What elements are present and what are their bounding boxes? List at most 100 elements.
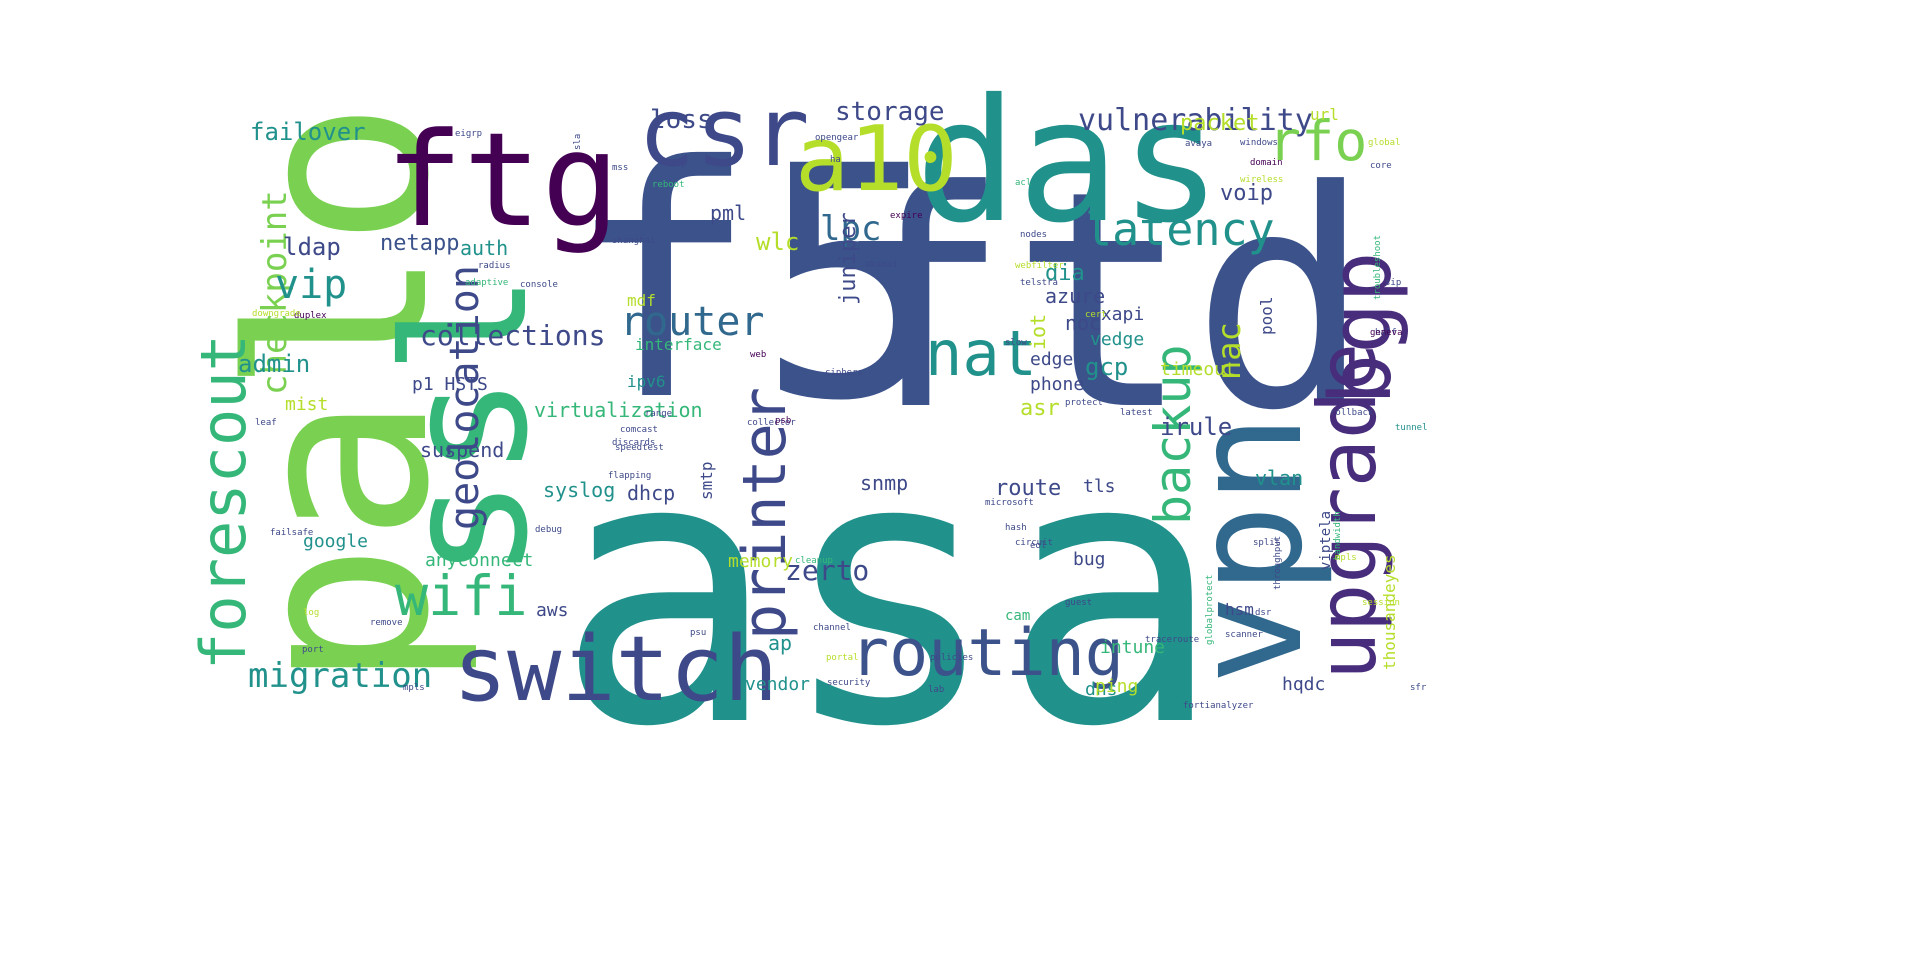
cloud-word-11: bgp [1312, 251, 1411, 405]
cloud-word-91: console [520, 280, 558, 290]
cloud-word-58: dhcp [627, 481, 675, 505]
cloud-word-89: duplex [294, 311, 327, 321]
cloud-word-151: sip [1385, 278, 1401, 288]
cloud-word-77: ipv6 [627, 372, 666, 391]
cloud-word-68: ap [768, 631, 792, 655]
cloud-word-83: thousandeyes [1380, 554, 1399, 670]
cloud-word-2: ftd [830, 127, 1372, 476]
cloud-word-149: eol [1030, 541, 1046, 551]
cloud-word-63: bug [1073, 549, 1106, 570]
cloud-word-117: portal [826, 653, 859, 663]
cloud-word-118: channel [813, 623, 851, 633]
cloud-word-61: tls [1083, 476, 1116, 497]
cloud-word-108: webfilter [1015, 261, 1064, 271]
cloud-word-129: acl [1015, 178, 1031, 188]
cloud-word-69: vendor [745, 674, 810, 695]
cloud-word-35: zerto [785, 554, 869, 587]
cloud-word-97: fortianalyzer [1183, 701, 1254, 711]
cloud-word-24: migration [248, 656, 432, 696]
cloud-word-128: range [645, 409, 672, 419]
cloud-word-44: pml [710, 201, 746, 225]
cloud-word-94: speedtest [615, 443, 664, 453]
cloud-word-67: aws [536, 600, 569, 621]
cloud-word-101: rollback [1330, 408, 1374, 418]
cloud-word-104: wireless [1240, 175, 1283, 185]
cloud-word-6: vpn [1162, 414, 1336, 685]
cloud-word-60: route [995, 476, 1061, 501]
cloud-word-33: netapp [380, 231, 459, 256]
cloud-word-156: mpls [1335, 553, 1357, 563]
cloud-word-158: sfr [1410, 683, 1427, 693]
cloud-word-76: p1 HSTS [412, 374, 488, 395]
cloud-word-47: noc [1065, 311, 1101, 335]
cloud-word-37: wlc [756, 228, 799, 256]
cloud-word-147: dsr [1255, 608, 1272, 618]
cloud-word-26: lpc [820, 209, 881, 249]
cloud-word-148: psu [690, 628, 706, 638]
cloud-word-133: avaya [1185, 139, 1212, 149]
cloud-word-134: policies [930, 653, 973, 663]
cloud-word-106: microsoft [985, 498, 1034, 508]
cloud-word-40: voip [1220, 181, 1273, 206]
cloud-word-95: flapping [608, 471, 651, 481]
cloud-word-154: mss [612, 163, 628, 173]
cloud-word-46: azure [1045, 284, 1105, 308]
cloud-word-87: radius [478, 261, 511, 271]
cloud-word-138: nodes [1020, 230, 1047, 240]
cloud-word-124: circuit [1015, 538, 1053, 548]
cloud-word-22: router [620, 299, 765, 345]
cloud-word-29: collections [420, 319, 605, 352]
cloud-word-114: comcast [620, 425, 658, 435]
cloud-word-50: iot [1026, 314, 1050, 350]
cloud-word-1: f5 [565, 99, 950, 471]
cloud-word-84: viptela [1318, 511, 1334, 570]
cloud-word-85: cam [1005, 608, 1030, 624]
cloud-word-150: web [750, 350, 766, 360]
cloud-word-121: remove [370, 618, 403, 628]
cloud-word-56: suspend [420, 438, 504, 462]
cloud-word-62: vlan [1255, 466, 1303, 490]
cloud-word-4: ssl [368, 273, 566, 580]
cloud-word-157: eigrp [455, 129, 482, 139]
cloud-word-137: latest [1120, 408, 1153, 418]
cloud-word-93: discards [612, 438, 655, 448]
cloud-word-42: juniper [836, 212, 861, 305]
cloud-word-143: lab [928, 685, 944, 695]
cloud-word-127: split [1253, 538, 1280, 548]
cloud-word-30: storage [835, 97, 945, 127]
cloud-word-17: rfo [1268, 109, 1367, 173]
cloud-word-136: slow [1005, 338, 1027, 348]
cloud-word-144: log [303, 608, 319, 618]
cloud-word-54: timeout [1160, 359, 1236, 380]
cloud-word-74: hsm [1225, 600, 1254, 619]
cloud-word-9: switch [453, 617, 778, 722]
cloud-word-112: reboot [652, 180, 685, 190]
cloud-word-122: scanner [1225, 630, 1264, 640]
cloud-word-139: cert [1085, 310, 1107, 320]
cloud-word-12: upgrade [1301, 343, 1394, 680]
cloud-word-31: failover [250, 118, 366, 146]
cloud-word-152: ha [830, 155, 841, 165]
cloud-word-115: collector [747, 418, 796, 428]
cloud-word-126: guest [1065, 598, 1092, 608]
cloud-word-146: half [1375, 328, 1397, 338]
cloud-word-75: mist [285, 394, 328, 415]
cloud-word-100: bandwidth [1333, 511, 1343, 560]
cloud-word-65: anyconnect [425, 550, 533, 571]
cloud-word-113: session [1362, 598, 1400, 608]
cloud-word-32: loss [650, 105, 713, 135]
cloud-word-27: vulnerability [1078, 103, 1313, 138]
cloud-word-15: printer [730, 387, 800, 640]
cloud-word-38: dia [1045, 261, 1085, 286]
cloud-word-107: telstra [1020, 278, 1058, 288]
cloud-word-98: globalprotect [1205, 575, 1215, 645]
cloud-word-48: vedge [1090, 329, 1144, 350]
cloud-word-86: shanghai [612, 236, 655, 246]
cloud-word-88: adaptive [465, 278, 508, 288]
cloud-word-90: downgrade [252, 309, 301, 319]
cloud-word-92: debug [535, 525, 562, 535]
cloud-word-110: expire [890, 211, 923, 221]
cloud-word-81: pool [1257, 296, 1276, 335]
cloud-word-131: global [1368, 138, 1401, 148]
